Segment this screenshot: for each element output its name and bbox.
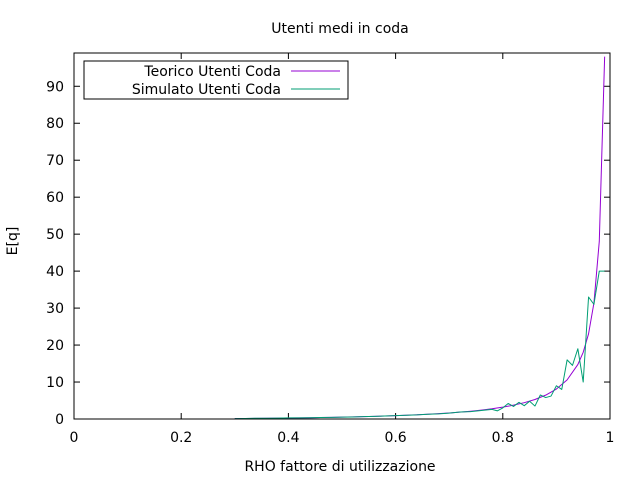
x-tick-label: 0 bbox=[70, 430, 79, 446]
plot-frame bbox=[73, 52, 611, 420]
chart-title: Utenti medi in coda bbox=[271, 21, 408, 37]
y-tick-label: 10 bbox=[46, 375, 64, 391]
legend-label-1: Teorico Utenti Coda bbox=[143, 64, 281, 80]
y-tick-label: 70 bbox=[46, 153, 64, 169]
series-line-2 bbox=[234, 270, 605, 420]
y-tick-label: 80 bbox=[46, 116, 64, 132]
x-axis-label: RHO fattore di utilizzazione bbox=[244, 459, 435, 475]
x-tick-label: 1 bbox=[606, 430, 615, 446]
x-tick-label: 0.2 bbox=[170, 430, 192, 446]
y-tick-label: 60 bbox=[46, 190, 64, 206]
x-tick-label: 0.8 bbox=[492, 430, 514, 446]
legend: Teorico Utenti Coda Simulato Utenti Coda bbox=[83, 60, 349, 100]
x-tick-label: 0.6 bbox=[384, 430, 406, 446]
y-tick-label: 40 bbox=[46, 264, 64, 280]
y-tick-label: 0 bbox=[55, 412, 64, 428]
y-tick-label: 20 bbox=[46, 338, 64, 354]
y-axis-label: E[q] bbox=[5, 227, 21, 256]
y-tick-label: 50 bbox=[46, 227, 64, 243]
y-tick-label: 90 bbox=[46, 79, 64, 95]
y-tick-label: 30 bbox=[46, 301, 64, 317]
x-tick-label: 0.4 bbox=[277, 430, 299, 446]
legend-box bbox=[83, 60, 349, 100]
legend-label-2: Simulato Utenti Coda bbox=[132, 82, 281, 98]
